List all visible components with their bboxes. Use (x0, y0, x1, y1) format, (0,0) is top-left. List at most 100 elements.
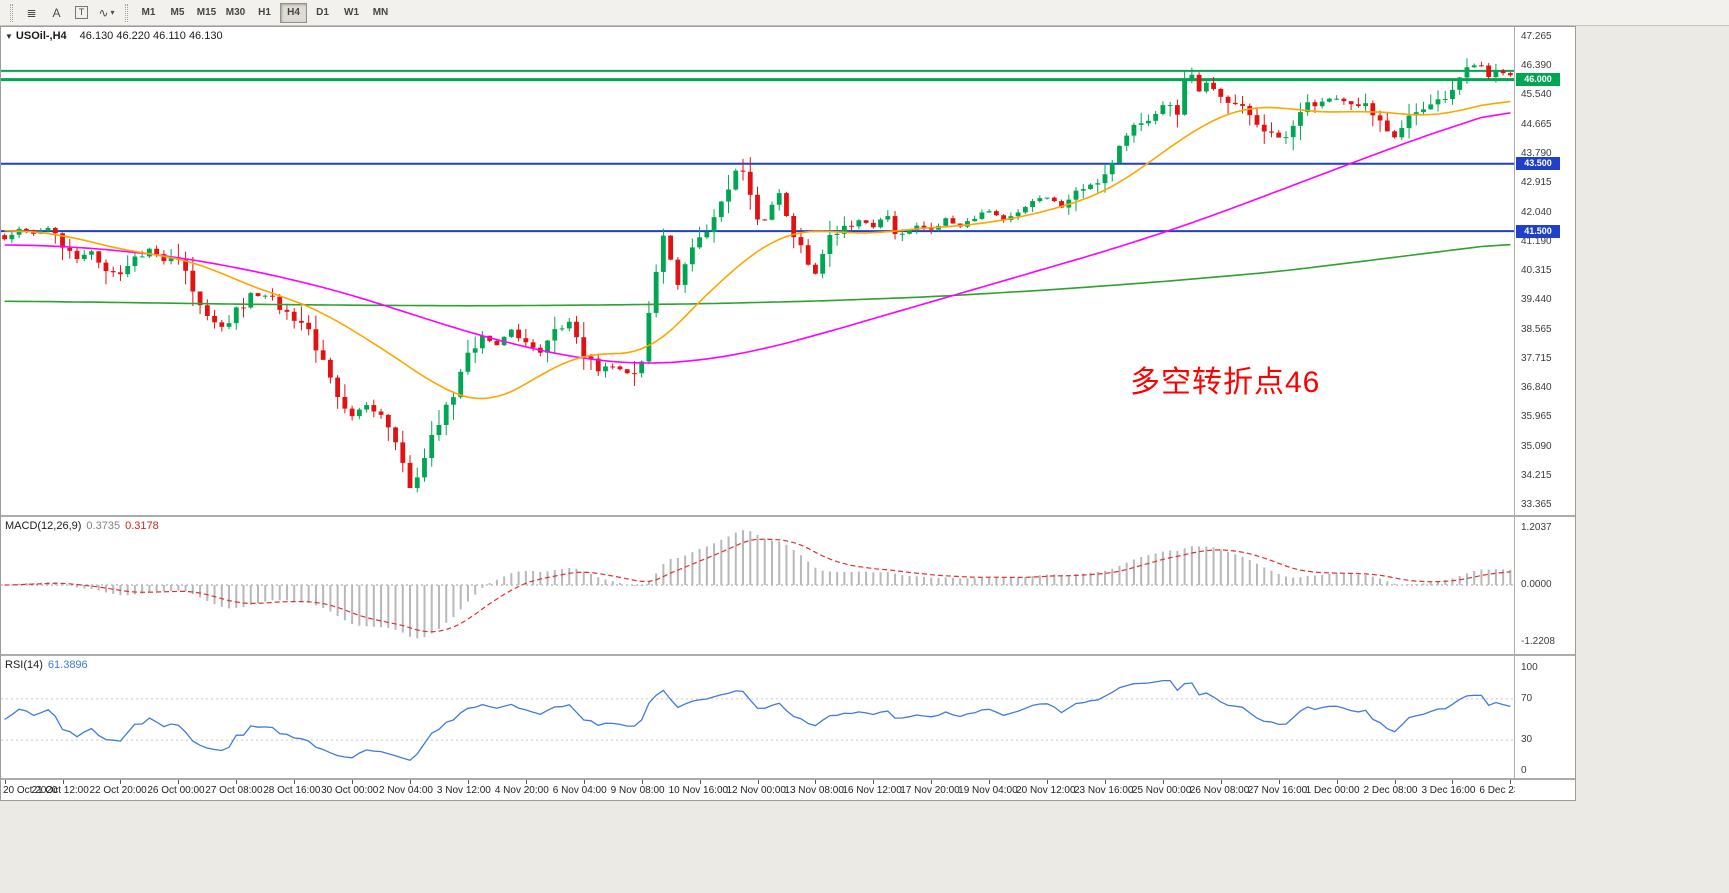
time-axis-label: 26 Oct 00:00 (147, 785, 205, 796)
price-scale-label: 44.665 (1521, 118, 1552, 130)
macd-plot[interactable] (1, 517, 1514, 654)
time-axis-label: 2 Dec 08:00 (1363, 785, 1418, 796)
timeframe-button-h1[interactable]: H1 (251, 3, 278, 23)
rsi-plot[interactable] (1, 656, 1514, 778)
time-axis-tick (120, 780, 122, 784)
price-scale-label: 35.965 (1521, 411, 1552, 423)
toolbar-grip[interactable] (125, 3, 128, 22)
price-scale-label: 34.215 (1521, 470, 1552, 482)
line-studies-icon[interactable]: ≣ (20, 3, 43, 23)
main-toolbar: ≣ A T ∿ ▾ M1 M5 M15 M30 H1 H4 D1 W1 MN (0, 0, 1729, 26)
time-axis-label: 2 Nov 04:00 (379, 785, 433, 796)
symbol-dropdown-icon[interactable]: ▼ (5, 32, 13, 41)
price-chart-plot[interactable] (1, 27, 1514, 515)
text-frame-icon[interactable]: T (70, 3, 93, 23)
time-axis-tick (467, 780, 469, 784)
time-axis-label: 3 Nov 12:00 (436, 785, 491, 796)
time-axis-label: 4 Nov 20:00 (494, 785, 549, 796)
price-scale-label: 40.315 (1521, 265, 1552, 276)
price-panel: ▼ USOil-,H4 46.130 46.220 46.110 46.130 多空… (1, 27, 1575, 517)
time-axis-label: 16 Nov 12:00 (842, 785, 902, 796)
rsi-scale-label: 0 (1521, 765, 1527, 776)
rsi-label: RSI(14) 61.3896 (5, 659, 93, 671)
cycle-icon-glyph: ∿ (98, 5, 109, 20)
timeframe-button-m1[interactable]: M1 (135, 3, 162, 23)
rsi-panel: RSI(14) 61.3896 100 70 30 0 (1, 656, 1575, 780)
macd-histogram (10, 530, 1512, 639)
time-axis[interactable]: 20 Oct 2020 21 Oct 12:00 22 Oct 20:00 26 Oc… (1, 780, 1515, 800)
ma-slow (4, 243, 1511, 307)
ohlc-values: 46.130 46.220 46.110 46.130 (79, 30, 223, 42)
timeframe-button-m5[interactable]: M5 (164, 3, 191, 23)
text-label-icon[interactable]: A (45, 3, 68, 23)
time-axis-label: 19 Nov 04:00 (958, 785, 1018, 796)
rsi-scale[interactable]: 100 70 30 0 (1514, 656, 1575, 778)
time-axis-tick (294, 780, 296, 784)
ma-mid (4, 112, 1511, 364)
time-axis-label: 26 Nov 08:00 (1189, 785, 1250, 796)
time-axis-tick (1162, 780, 1164, 784)
time-axis-tick (583, 780, 585, 784)
time-axis-tick (699, 780, 701, 784)
cycle-dropdown-icon[interactable]: ∿ ▾ (95, 3, 118, 23)
time-axis-tick (1220, 780, 1222, 784)
time-axis-tick (757, 780, 759, 784)
chart-window: ▼ USOil-,H4 46.130 46.220 46.110 46.130 多空… (0, 26, 1576, 801)
price-scale[interactable]: 47.265 46.390 45.540 44.665 43.790 42.915 42.0… (1514, 27, 1575, 515)
time-axis-label: 12 Nov 00:00 (726, 785, 787, 796)
timeframe-button-mn[interactable]: MN (367, 3, 394, 23)
macd-signal-value: 0.3178 (125, 520, 159, 532)
time-axis-tick (352, 780, 354, 784)
macd-panel: MACD(12,26,9) 0.3735 0.3178 1.2037 0.0000 -1… (1, 517, 1575, 656)
text-frame-glyph: T (74, 6, 89, 19)
price-line-badge: 43.500 (1516, 157, 1560, 171)
time-axis-tick (873, 780, 875, 784)
rsi-scale-label: 30 (1521, 734, 1533, 746)
timeframe-button-w1[interactable]: W1 (338, 3, 365, 23)
price-scale-label: 36.840 (1521, 382, 1552, 393)
price-scale-label: 37.715 (1521, 352, 1552, 364)
macd-scale-label: -1.2208 (1521, 636, 1555, 647)
ma-fast (4, 100, 1511, 400)
chart-title: ▼ USOil-,H4 46.130 46.220 46.110 46.130 (5, 30, 228, 42)
price-scale-label: 33.365 (1521, 499, 1552, 510)
timeframe-button-d1[interactable]: D1 (309, 3, 336, 23)
time-axis-tick (1278, 780, 1280, 784)
price-scale-label: 46.390 (1521, 60, 1552, 72)
timeframe-button-m15[interactable]: M15 (193, 3, 220, 23)
time-axis-label: 22 Oct 20:00 (89, 785, 147, 796)
price-scale-label: 42.915 (1521, 177, 1552, 189)
price-line-badge: 41.500 (1516, 224, 1560, 238)
price-scale-label: 41.190 (1521, 235, 1552, 247)
time-axis-label: 21 Oct 12:00 (31, 785, 89, 796)
price-scale-label: 45.540 (1521, 89, 1552, 101)
time-axis-label: 13 Nov 08:00 (784, 785, 844, 796)
macd-scale-label: 0.0000 (1521, 579, 1552, 590)
time-axis-tick (1104, 780, 1106, 784)
time-axis-tick (62, 780, 64, 784)
time-axis-label: 27 Oct 08:00 (205, 785, 263, 796)
rsi-scale-label: 70 (1521, 692, 1533, 704)
macd-name: MACD(12,26,9) (5, 520, 82, 532)
time-axis-label: 1 Dec 00:00 (1305, 785, 1360, 796)
time-axis-tick (1336, 780, 1338, 784)
macd-scale[interactable]: 1.2037 0.0000 -1.2208 (1514, 517, 1575, 654)
timeframe-button-h4[interactable]: H4 (280, 2, 307, 23)
price-scale-label: 35.090 (1521, 440, 1552, 452)
price-scale-label: 43.790 (1521, 148, 1552, 159)
time-axis-label: 6 Nov 04:00 (552, 785, 607, 796)
time-axis-tick (641, 780, 643, 784)
macd-main-value: 0.3735 (86, 520, 121, 532)
timeframe-button-m30[interactable]: M30 (222, 3, 249, 23)
time-axis-label: 23 Nov 16:00 (1073, 785, 1134, 796)
time-axis-tick (410, 780, 412, 784)
time-axis-label: 10 Nov 16:00 (668, 785, 729, 796)
time-axis-tick (1394, 780, 1396, 784)
rsi-value: 61.3896 (47, 659, 88, 671)
timeframe-toolbar: M1 M5 M15 M30 H1 H4 D1 W1 MN (134, 2, 395, 23)
candlesticks (2, 58, 1513, 493)
time-axis-label: 9 Nov 08:00 (610, 785, 665, 796)
dropdown-caret-icon: ▾ (110, 8, 115, 17)
time-axis-tick (178, 780, 180, 784)
toolbar-grip[interactable] (10, 3, 13, 22)
